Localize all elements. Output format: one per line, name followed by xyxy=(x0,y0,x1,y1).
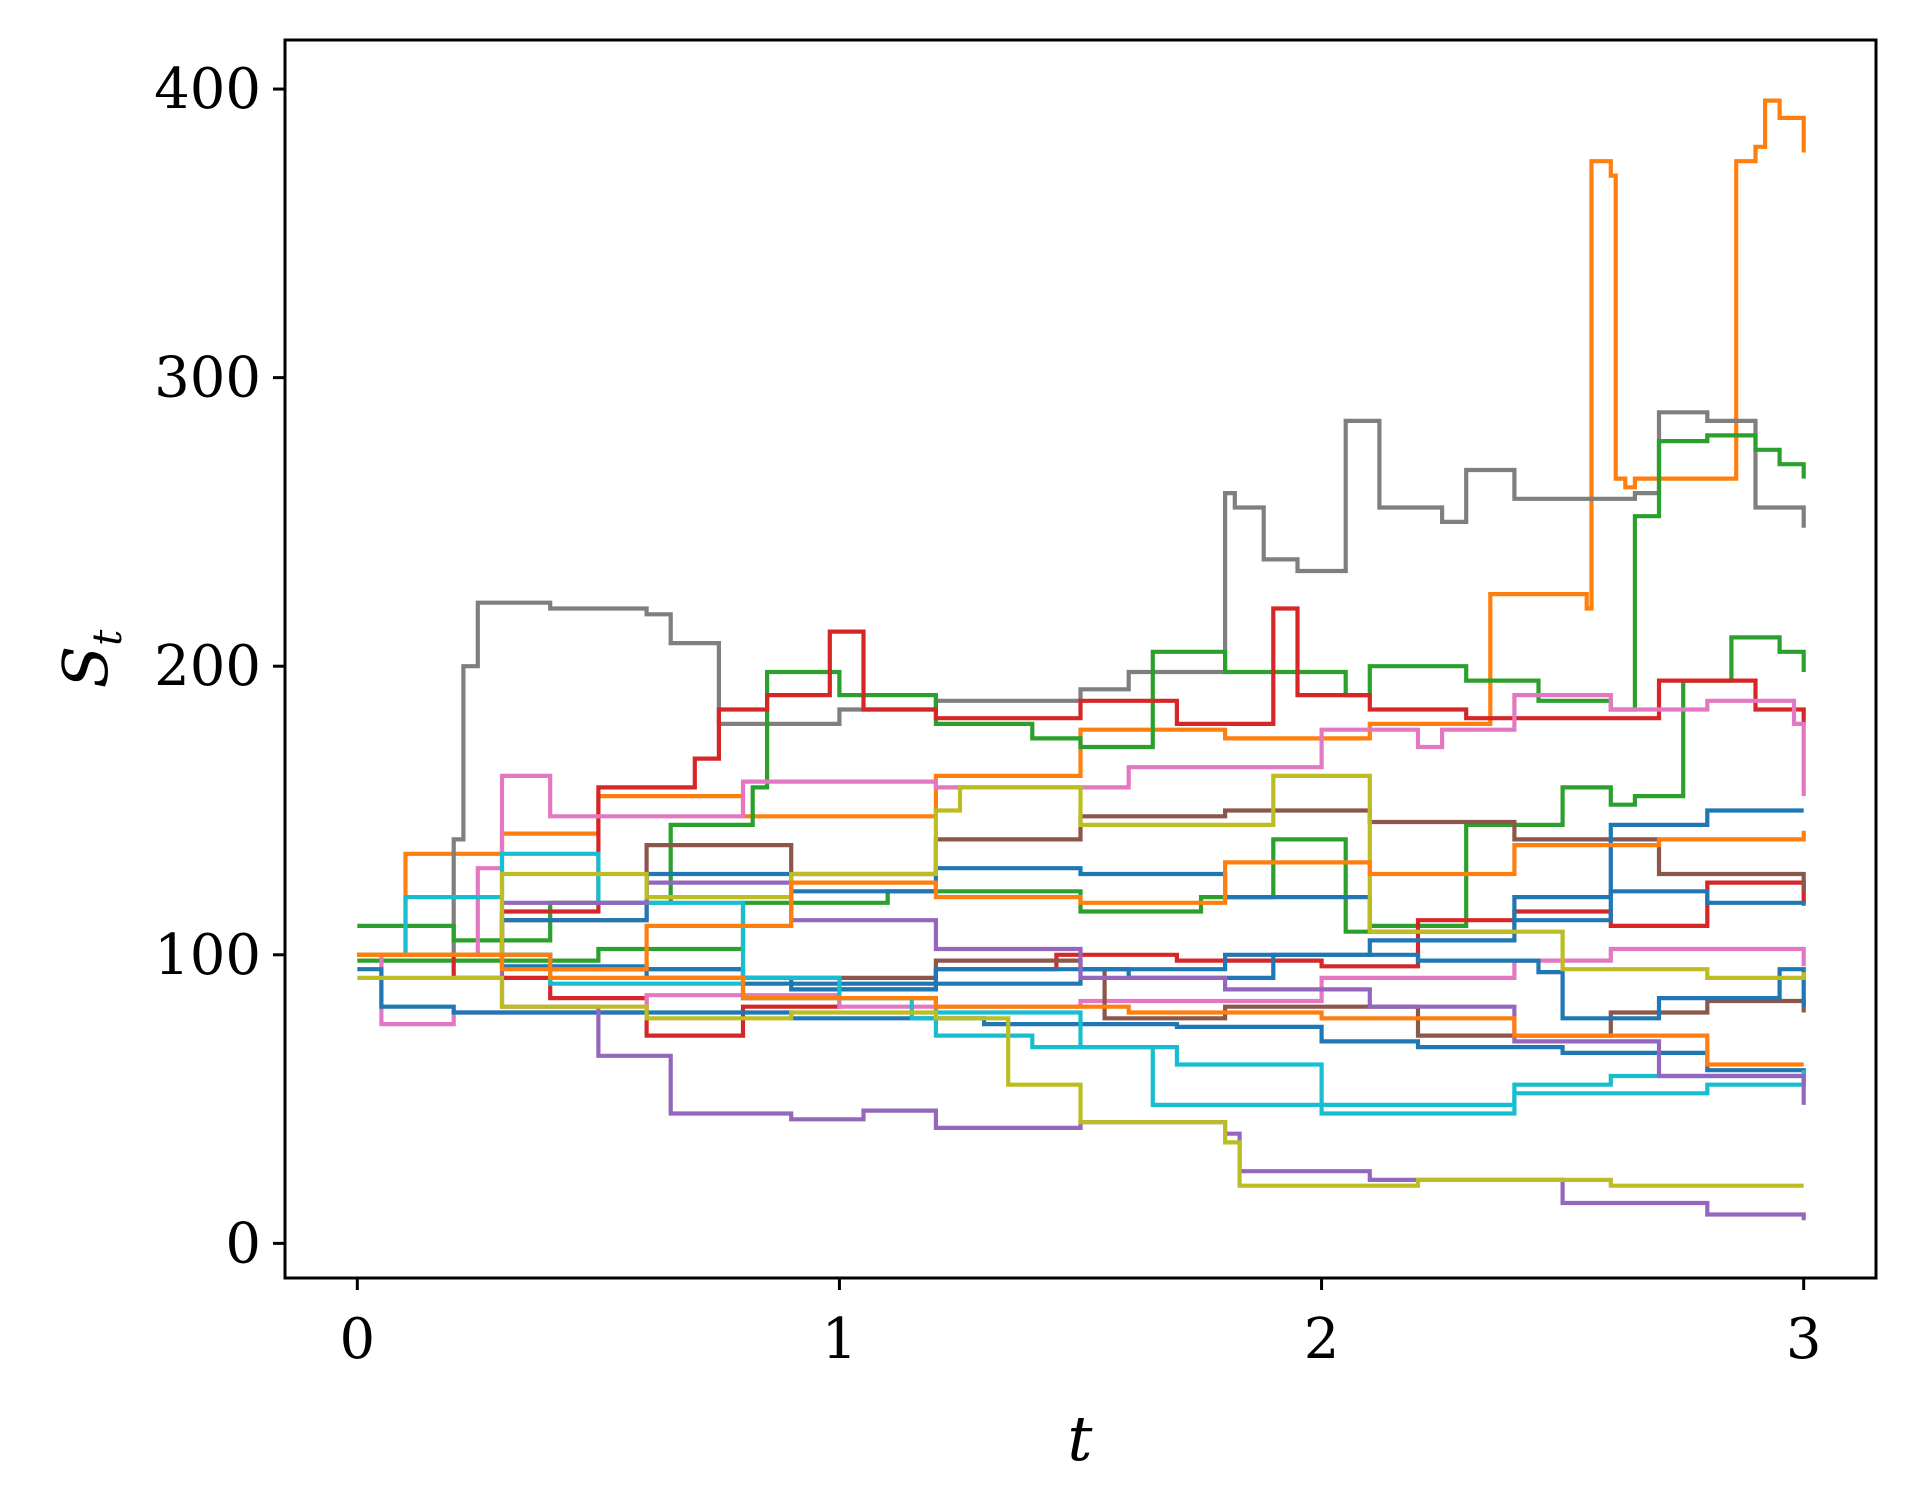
y-tick-label: 300 xyxy=(154,346,261,411)
series-line-2 xyxy=(357,410,1806,957)
series-line-20 xyxy=(357,975,1804,1188)
series-line-17 xyxy=(357,952,1806,1221)
x-axis: 0 1 2 3 xyxy=(339,1278,1822,1372)
y-tick-label: 0 xyxy=(225,1211,261,1276)
y-axis-label-group: St xyxy=(49,629,131,688)
series-line-22 xyxy=(357,952,1804,1067)
series-line-5 xyxy=(357,606,1806,957)
series-line-12 xyxy=(357,889,1806,992)
x-tick-label: 1 xyxy=(822,1307,858,1372)
y-axis-label-main: S xyxy=(49,646,122,688)
y-tick-label: 100 xyxy=(154,923,261,988)
x-tick-label: 3 xyxy=(1786,1307,1822,1372)
y-axis-label-sub: t xyxy=(85,629,131,646)
series-line-13 xyxy=(357,967,1806,1085)
y-axis-label: St xyxy=(49,629,131,688)
y-tick-label: 400 xyxy=(154,57,261,122)
series-line-7 xyxy=(357,693,1806,957)
x-axis-label: t xyxy=(1068,1402,1093,1475)
series-line-3 xyxy=(357,433,1806,943)
y-tick-label: 200 xyxy=(154,634,261,699)
series-line-21 xyxy=(357,830,1806,972)
series-line-19 xyxy=(357,773,1806,980)
series-group xyxy=(357,98,1806,1221)
x-tick-label: 0 xyxy=(339,1307,375,1372)
x-tick-label: 2 xyxy=(1304,1307,1340,1372)
plot-frame xyxy=(283,38,1878,1280)
y-axis: 0 100 200 300 400 xyxy=(154,57,285,1276)
